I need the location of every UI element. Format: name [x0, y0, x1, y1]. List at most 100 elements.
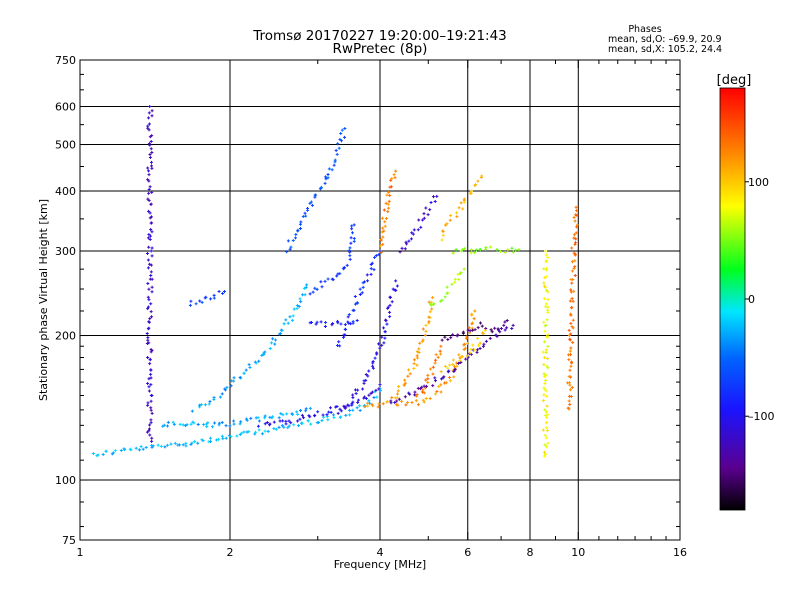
- data-point: [418, 341, 422, 345]
- data-point: [542, 267, 546, 271]
- data-point: [385, 193, 389, 197]
- data-point: [340, 139, 344, 143]
- data-point: [573, 233, 577, 237]
- data-point: [465, 335, 469, 339]
- data-point: [348, 322, 352, 326]
- data-point: [149, 418, 153, 422]
- data-point: [431, 296, 435, 300]
- data-point: [169, 442, 173, 446]
- y-tick-label: 500: [55, 139, 76, 152]
- colorbar-label: [deg]: [717, 73, 752, 88]
- data-point: [431, 384, 435, 388]
- data-point: [147, 111, 151, 115]
- data-point: [326, 176, 330, 180]
- data-point: [546, 333, 550, 337]
- data-point: [570, 305, 574, 309]
- data-point: [394, 403, 398, 407]
- data-point: [302, 286, 306, 290]
- data-point: [356, 401, 360, 405]
- data-point: [147, 191, 151, 195]
- data-point: [290, 318, 294, 322]
- data-point: [336, 411, 340, 415]
- data-point: [113, 449, 117, 453]
- data-point: [545, 266, 549, 270]
- data-point: [440, 377, 444, 381]
- data-point: [349, 236, 353, 240]
- data-point: [478, 347, 482, 351]
- data-point: [256, 424, 260, 428]
- data-point: [424, 206, 428, 210]
- data-point: [392, 173, 396, 177]
- data-point: [383, 224, 387, 228]
- data-point: [570, 281, 574, 285]
- data-point: [373, 356, 377, 360]
- data-point: [568, 349, 572, 353]
- data-point: [476, 326, 480, 330]
- data-point: [410, 400, 414, 404]
- data-point: [334, 148, 338, 152]
- data-point: [149, 383, 153, 387]
- data-point: [91, 452, 95, 456]
- data-point: [362, 381, 366, 385]
- data-point: [274, 338, 278, 342]
- data-point: [452, 375, 456, 379]
- data-point: [378, 383, 382, 387]
- data-point: [147, 116, 151, 120]
- data-point: [288, 247, 292, 251]
- data-point: [541, 428, 545, 432]
- data-point: [199, 403, 203, 407]
- data-point: [572, 236, 576, 240]
- data-point: [148, 317, 152, 321]
- data-point: [474, 248, 478, 252]
- data-point: [463, 247, 467, 251]
- data-point: [452, 370, 456, 374]
- data-point: [452, 365, 456, 369]
- data-point: [291, 314, 295, 318]
- data-point: [375, 395, 379, 399]
- data-point: [260, 354, 264, 358]
- data-point: [439, 352, 443, 356]
- data-point: [340, 128, 344, 132]
- data-point: [355, 406, 359, 410]
- data-point: [150, 315, 154, 319]
- data-point: [569, 332, 573, 336]
- data-point: [543, 381, 547, 385]
- data-point: [437, 384, 441, 388]
- data-point: [543, 433, 547, 437]
- data-point: [332, 413, 335, 417]
- y-tick-label: 100: [55, 474, 76, 487]
- data-point: [571, 340, 575, 344]
- data-point: [433, 361, 437, 365]
- data-point: [377, 342, 381, 346]
- data-point: [304, 407, 308, 411]
- data-point: [545, 318, 549, 322]
- data-point: [388, 185, 392, 189]
- data-point: [426, 377, 430, 381]
- data-point: [421, 388, 425, 392]
- data-point: [459, 360, 463, 364]
- data-point: [238, 376, 242, 380]
- data-point: [388, 295, 392, 299]
- data-point: [287, 424, 291, 428]
- data-point: [466, 328, 470, 332]
- data-point: [544, 302, 548, 306]
- data-point: [457, 206, 461, 210]
- data-point: [428, 310, 432, 314]
- data-point: [148, 234, 152, 238]
- data-point: [150, 436, 154, 440]
- data-point: [309, 200, 313, 204]
- data-point: [111, 451, 115, 455]
- data-point: [451, 358, 455, 362]
- data-points: [91, 105, 579, 458]
- data-point: [329, 410, 333, 414]
- data-point: [156, 443, 160, 447]
- data-point: [128, 447, 132, 451]
- stats-o-line: mean, sd,O: –69.9, 20.9: [608, 34, 722, 45]
- data-point: [461, 207, 465, 211]
- data-point: [570, 325, 574, 329]
- data-point: [333, 158, 337, 162]
- data-point: [428, 396, 432, 400]
- data-point: [308, 292, 312, 296]
- data-point: [146, 336, 150, 340]
- data-point: [443, 381, 447, 385]
